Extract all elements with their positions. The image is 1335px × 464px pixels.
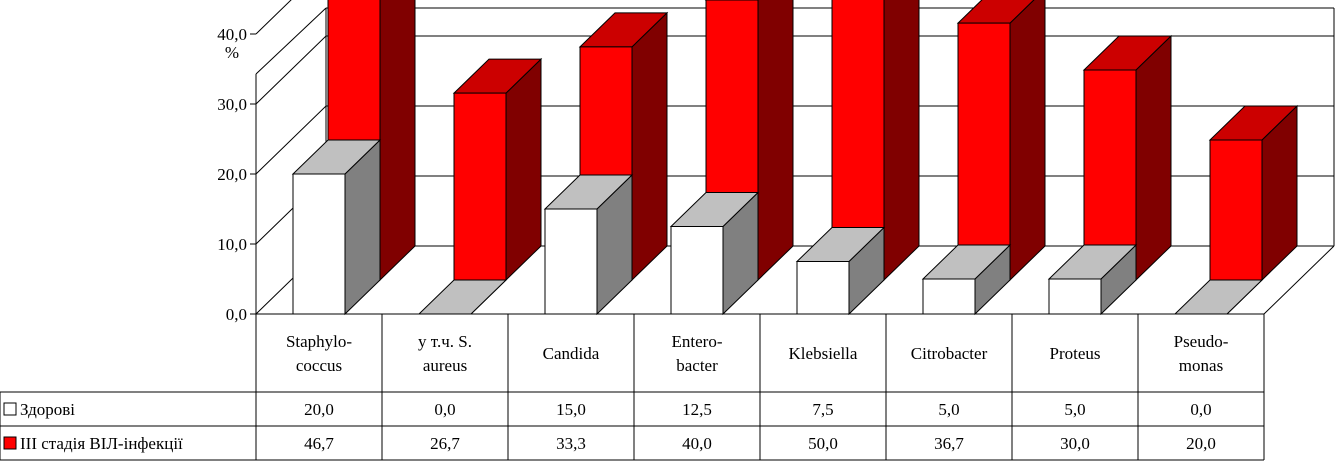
bar-5-series-2-side	[883, 0, 920, 282]
y-tick-label: 0,0	[226, 305, 247, 324]
y-tick-label: 40,0	[217, 25, 247, 44]
data-label: 50,0	[808, 434, 838, 453]
legend-label-series-1: Здорові	[20, 400, 75, 419]
x-tick-label: aureus	[423, 356, 467, 375]
data-label: 7,5	[812, 400, 833, 419]
data-label: 46,7	[304, 434, 334, 453]
bar-3-series-1	[544, 208, 598, 315]
bar-8-series-2	[1209, 139, 1263, 281]
x-tick-label: monas	[1179, 356, 1223, 375]
y-tick-label: 20,0	[217, 165, 247, 184]
bar-2-series-1-top	[417, 279, 508, 315]
y-tick-label: 30,0	[217, 95, 247, 114]
bar-4-series-2-side	[757, 0, 794, 282]
x-tick-label: bacter	[676, 356, 718, 375]
bar-6-series-1	[922, 278, 976, 315]
bar-8-series-1-top	[1173, 279, 1264, 315]
data-label: 15,0	[556, 400, 586, 419]
bar-6-series-2	[957, 22, 1011, 281]
data-label: 20,0	[1186, 434, 1216, 453]
data-label: 36,7	[934, 434, 964, 453]
x-tick-label: Pseudo-	[1174, 332, 1229, 351]
bar-7-series-2-side	[1135, 34, 1172, 282]
legend-label-series-2: ІІІ стадія ВІЛ-інфекції	[20, 434, 183, 453]
data-label: 0,0	[434, 400, 455, 419]
data-label: 26,7	[430, 434, 460, 453]
y-tick-label: 10,0	[217, 235, 247, 254]
gridline	[255, 105, 1334, 175]
x-tick-label: у т.ч. S.	[418, 332, 472, 351]
data-label: 5,0	[1064, 400, 1085, 419]
x-tick-label: Klebsiella	[789, 344, 858, 363]
bar-2-series-2-side	[505, 57, 542, 282]
left-wall-top-edge	[255, 7, 327, 75]
gridline	[255, 175, 1334, 245]
legend-key-series-1	[3, 402, 17, 416]
bars	[291, 0, 1299, 316]
floor-right-edge	[1263, 245, 1335, 315]
bar-5-series-1	[796, 261, 850, 315]
bar-7-series-1	[1048, 278, 1102, 315]
data-label: 12,5	[682, 400, 712, 419]
x-tick-label: coccus	[296, 356, 342, 375]
gridline	[255, 35, 1334, 105]
data-label: 40,0	[682, 434, 712, 453]
data-label: 0,0	[1190, 400, 1211, 419]
x-tick-label: Proteus	[1050, 344, 1101, 363]
chart-walls	[255, 0, 1335, 315]
bar-3-series-2-side	[631, 11, 668, 282]
data-label: 33,3	[556, 434, 586, 453]
bar-4-series-1	[670, 226, 724, 315]
bar-6-series-2-side	[1009, 0, 1046, 282]
x-tick-label: Entero-	[672, 332, 723, 351]
x-tick-label: Citrobacter	[911, 344, 988, 363]
x-tick-label: Candida	[543, 344, 600, 363]
data-label: 30,0	[1060, 434, 1090, 453]
x-tick-label: Staphylo-	[286, 332, 352, 351]
legend-key-series-2	[3, 436, 17, 450]
data-label: 20,0	[304, 400, 334, 419]
data-label: 5,0	[938, 400, 959, 419]
bar-1-series-1	[292, 173, 346, 315]
gridline	[255, 0, 292, 35]
bar-2-series-2	[453, 92, 507, 281]
bar-1-series-2-side	[379, 0, 416, 282]
data-table: Staphylo-coccus у т.ч. S. aureus Candida Ent…	[0, 313, 1265, 461]
y-unit-label: %	[225, 43, 239, 62]
y-axis: 0,010,020,030,040,050,0%	[217, 25, 256, 324]
